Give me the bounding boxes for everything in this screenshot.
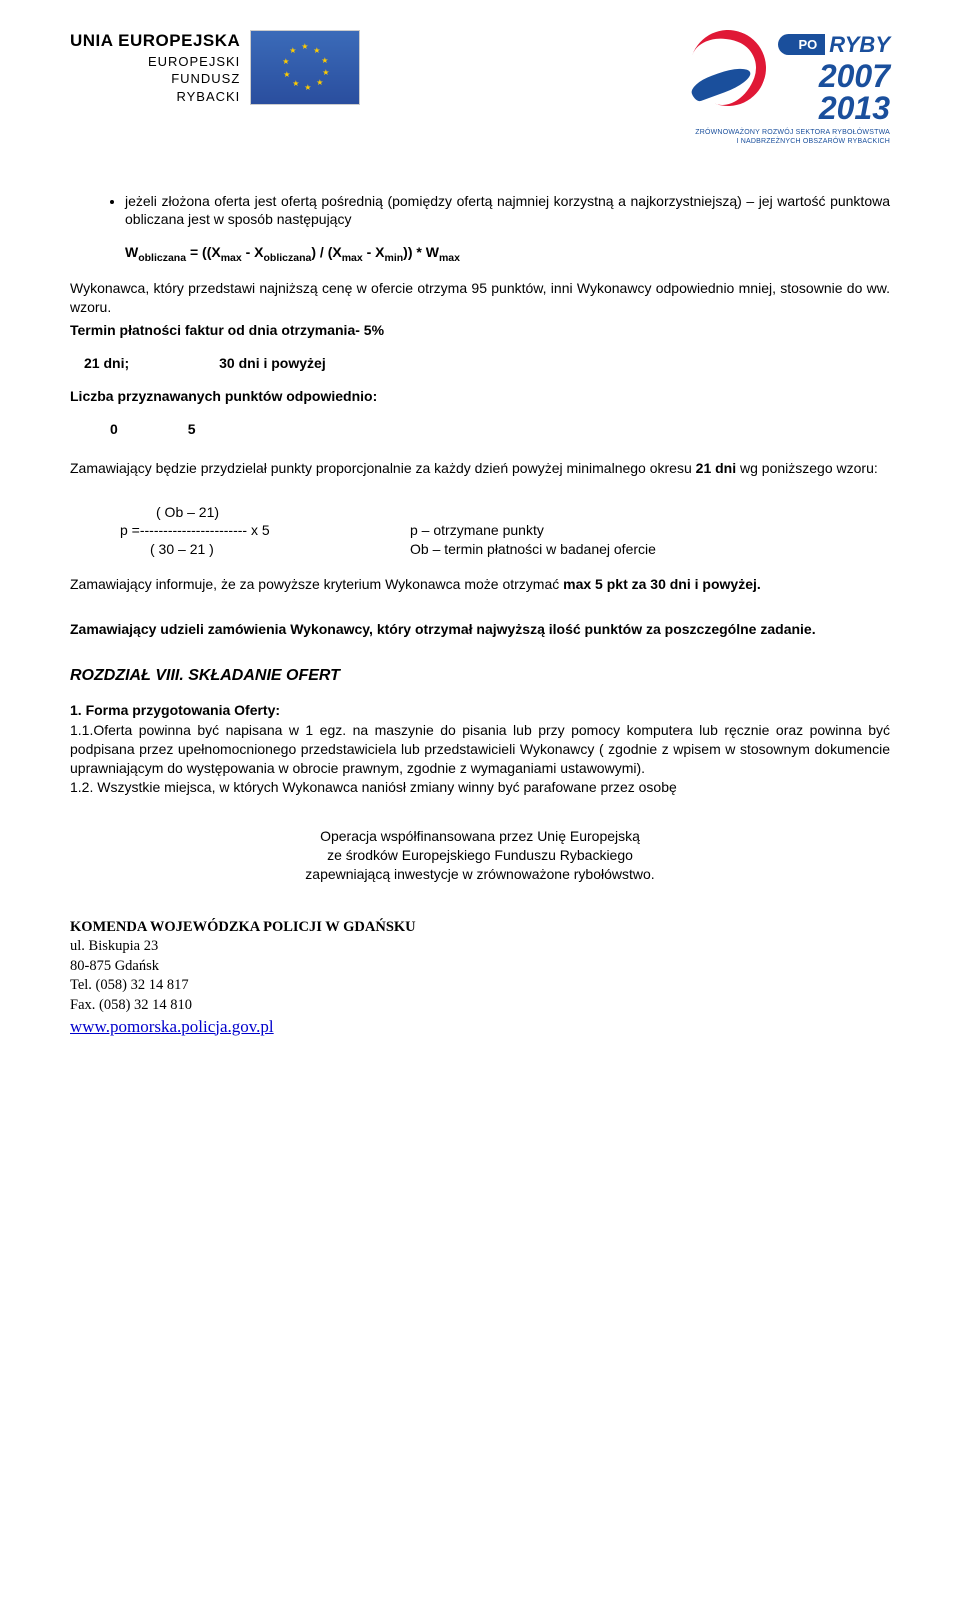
- ryby-subtitle-2: I NADBRZEŻNYCH OBSZARÓW RYBACKICH: [690, 137, 890, 146]
- bullet-list: jeżeli złożona oferta jest ofertą pośred…: [70, 192, 890, 230]
- footer-line1: Operacja współfinansowana przez Unię Eur…: [70, 827, 890, 846]
- footer-org: KOMENDA WOJEWÓDZKA POLICJI W GDAŃSKU: [70, 918, 890, 938]
- eu-logo-block: UNIA EUROPEJSKA EUROPEJSKI FUNDUSZ RYBAC…: [70, 30, 360, 106]
- formula-mid-left: p =----------------------- x 5: [120, 521, 410, 540]
- inf-prefix: Zamawiający informuje, że za powyższe kr…: [70, 576, 563, 592]
- footer-line2: ze środków Europejskiego Funduszu Ryback…: [70, 846, 890, 865]
- footer-cofinance: Operacja współfinansowana przez Unię Eur…: [70, 827, 890, 884]
- po-ryby-logo-block: PORYBY 2007 2013 ZRÓWNOWAŻONY ROZWÓJ SEK…: [690, 30, 890, 147]
- eu-flag-icon: ★ ★ ★ ★ ★ ★ ★ ★ ★ ★: [250, 30, 360, 105]
- prop-suffix: wg poniższego wzoru:: [736, 460, 878, 476]
- prop-bold: 21 dni: [696, 460, 736, 476]
- para-udzieli: Zamawiający udzieli zamówienia Wykonawcy…: [70, 620, 890, 639]
- footer-contact: KOMENDA WOJEWÓDZKA POLICJI W GDAŃSKU ul.…: [70, 918, 890, 1039]
- inf-bold: max 5 pkt za 30 dni i powyżej.: [563, 576, 761, 592]
- document-body: jeżeli złożona oferta jest ofertą pośred…: [70, 192, 890, 1039]
- formula-top: ( Ob – 21): [120, 503, 890, 522]
- year-2013: 2013: [778, 92, 890, 124]
- eu-sub1: EUROPEJSKI: [70, 53, 240, 71]
- termin-heading: Termin płatności faktur od dnia otrzyman…: [70, 321, 890, 340]
- days-left: 21 dni;: [84, 354, 129, 373]
- prop-prefix: Zamawiający będzie przydzielał punkty pr…: [70, 460, 696, 476]
- eu-title: UNIA EUROPEJSKA: [70, 30, 240, 53]
- footer-line3: zapewniającą inwestycje w zrównoważone r…: [70, 865, 890, 884]
- para-informuje: Zamawiający informuje, że za powyższe kr…: [70, 575, 890, 594]
- formula-bottom: ( 30 – 21 ): [120, 540, 410, 559]
- footer-addr1: ul. Biskupia 23: [70, 937, 890, 957]
- year-2007: 2007: [778, 60, 890, 92]
- header-logos: UNIA EUROPEJSKA EUROPEJSKI FUNDUSZ RYBAC…: [70, 30, 890, 147]
- footer-addr2: 80-875 Gdańsk: [70, 957, 890, 977]
- formula-right-bottom: Ob – termin płatności w badanej ofercie: [410, 540, 656, 559]
- formula-w: Wobliczana = ((Xmax - Xobliczana) / (Xma…: [70, 243, 890, 265]
- eu-text: UNIA EUROPEJSKA EUROPEJSKI FUNDUSZ RYBAC…: [70, 30, 240, 106]
- fish-icon: [690, 30, 768, 108]
- sec-1-heading: 1. Forma przygotowania Oferty:: [70, 701, 890, 720]
- days-right: 30 dni i powyżej: [219, 354, 326, 373]
- section-8-title: ROZDZIAŁ VIII. SKŁADANIE OFERT: [70, 665, 890, 687]
- eu-sub3: RYBACKI: [70, 88, 240, 106]
- liczba-heading: Liczba przyznawanych punktów odpowiednio…: [70, 387, 890, 406]
- footer-tel: Tel. (058) 32 14 817: [70, 976, 890, 996]
- eu-sub2: FUNDUSZ: [70, 70, 240, 88]
- footer-fax: Fax. (058) 32 14 810: [70, 996, 890, 1016]
- para-wykonawca: Wykonawca, który przedstawi najniższą ce…: [70, 279, 890, 317]
- footer-url-link[interactable]: www.pomorska.policja.gov.pl: [70, 1017, 274, 1036]
- para-proporcjonalnie: Zamawiający będzie przydzielał punkty pr…: [70, 459, 890, 478]
- formula-p-block: ( Ob – 21) p =----------------------- x …: [70, 503, 890, 560]
- points-row: 0 5: [70, 420, 890, 439]
- days-row: 21 dni; 30 dni i powyżej: [70, 354, 890, 373]
- sec-1-1: 1.1.Oferta powinna być napisana w 1 egz.…: [70, 721, 890, 778]
- sec-1-2: 1.2. Wszystkie miejsca, w których Wykona…: [70, 778, 890, 797]
- ryby-word: RYBY: [829, 32, 890, 57]
- formula-right-top: p – otrzymane punkty: [410, 521, 544, 540]
- points-5: 5: [188, 420, 196, 439]
- po-tag: PO: [778, 34, 825, 56]
- bullet-item: jeżeli złożona oferta jest ofertą pośred…: [125, 192, 890, 230]
- points-0: 0: [110, 420, 118, 439]
- ryby-subtitle-1: ZRÓWNOWAŻONY ROZWÓJ SEKTORA RYBOŁÓWSTWA: [690, 128, 890, 137]
